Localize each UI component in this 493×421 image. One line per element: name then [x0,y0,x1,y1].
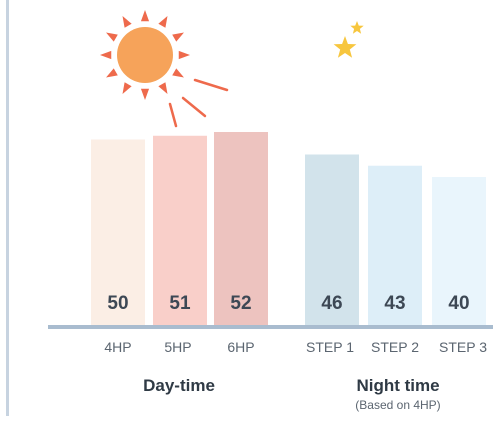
tick-label: STEP 3 [439,339,487,355]
bar-step-2 [368,165,422,327]
group-sublabel: (Based on 4HP) [355,398,440,412]
data-label: 43 [384,293,405,314]
data-label: 50 [107,293,128,314]
sun-icon [100,10,229,128]
group-label: Night time [356,376,439,395]
group-labels-layer: Day-time Night time (Based on 4HP) [143,376,441,412]
tick-label: 4HP [104,339,131,355]
tick-label: STEP 2 [371,339,419,355]
tick-labels-layer: 4HP 5HP 6HP STEP 1 STEP 2 STEP 3 [104,339,487,355]
data-label: 51 [169,293,191,314]
left-divider [6,0,9,416]
tick-label: 5HP [164,339,191,355]
data-label: 46 [321,293,342,314]
tick-label: STEP 1 [306,339,354,355]
bars-layer: 50 51 52 46 43 40 [91,132,486,327]
moon-icon [333,21,414,93]
bar-step-3 [432,177,486,327]
bar-5hp [153,135,207,327]
data-label: 52 [230,293,251,314]
bar-4hp [91,139,145,327]
bar-6hp [214,132,268,327]
bar-step-1 [305,154,359,327]
data-label: 40 [448,293,469,314]
tick-label: 6HP [227,339,254,355]
group-label: Day-time [143,376,215,395]
